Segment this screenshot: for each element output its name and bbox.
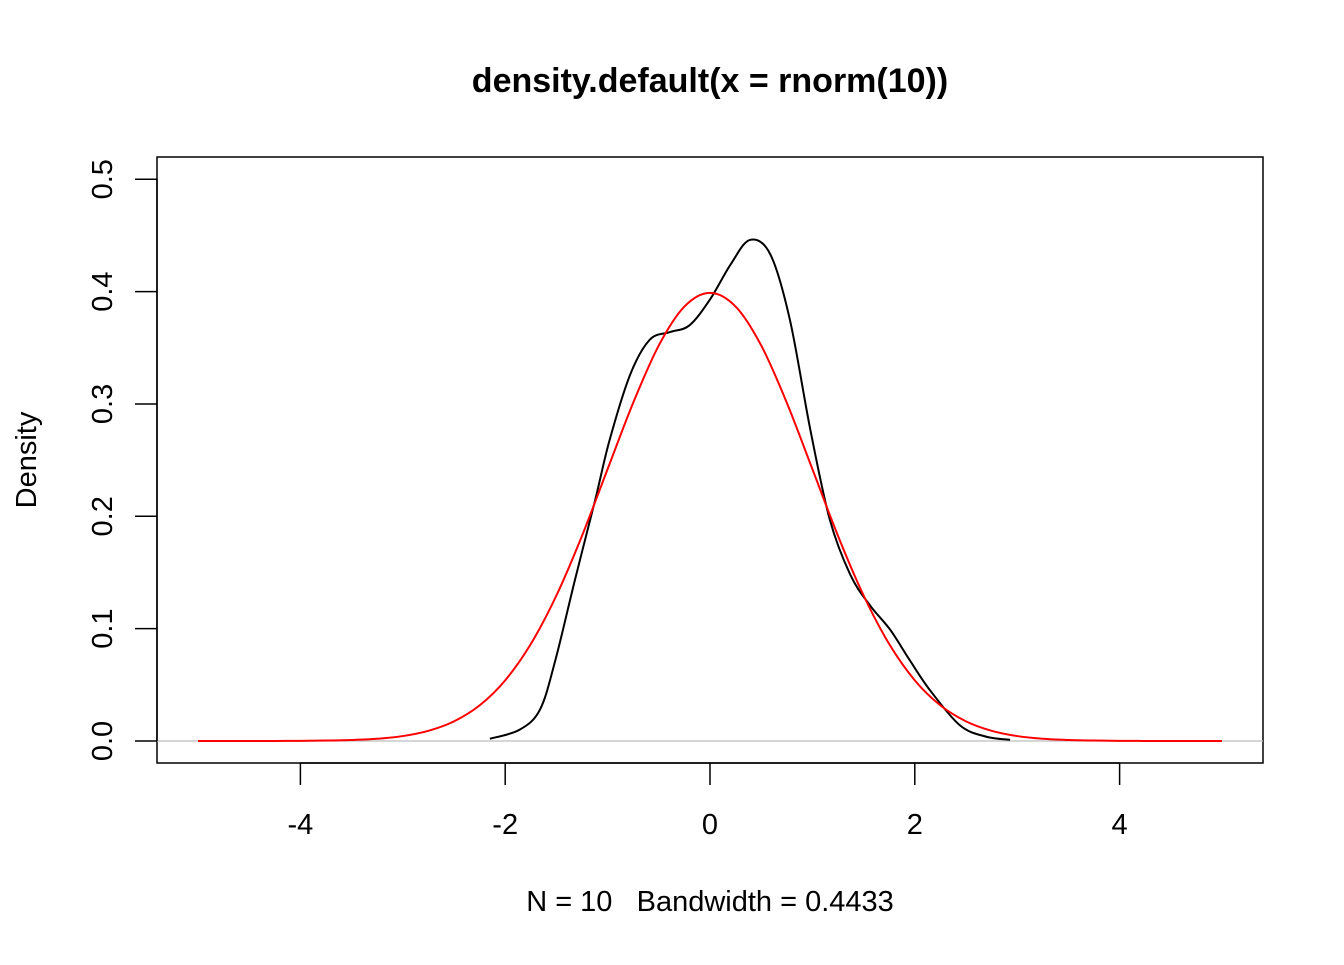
y-tick-label: 0.2 bbox=[87, 496, 119, 536]
x-tick-label: 0 bbox=[702, 809, 718, 841]
density-curve-black bbox=[489, 238, 1011, 741]
y-tick-label: 0.1 bbox=[87, 608, 119, 648]
normal-curve-red bbox=[197, 291, 1223, 742]
plot-frame bbox=[156, 156, 1264, 764]
y-tick-label: 0.5 bbox=[87, 159, 119, 199]
x-tick-label: 4 bbox=[1112, 809, 1128, 841]
y-tick-label: 0.0 bbox=[87, 721, 119, 761]
x-tick-label: 2 bbox=[907, 809, 923, 841]
y-tick-label: 0.4 bbox=[87, 271, 119, 311]
y-axis-label: Density bbox=[11, 411, 43, 508]
x-axis-label: N = 10 Bandwidth = 0.4433 bbox=[526, 886, 894, 918]
x-tick-label: -2 bbox=[492, 809, 518, 841]
x-tick-label: -4 bbox=[288, 809, 314, 841]
y-tick-label: 0.3 bbox=[87, 384, 119, 424]
chart-title: density.default(x = rnorm(10)) bbox=[472, 62, 948, 100]
